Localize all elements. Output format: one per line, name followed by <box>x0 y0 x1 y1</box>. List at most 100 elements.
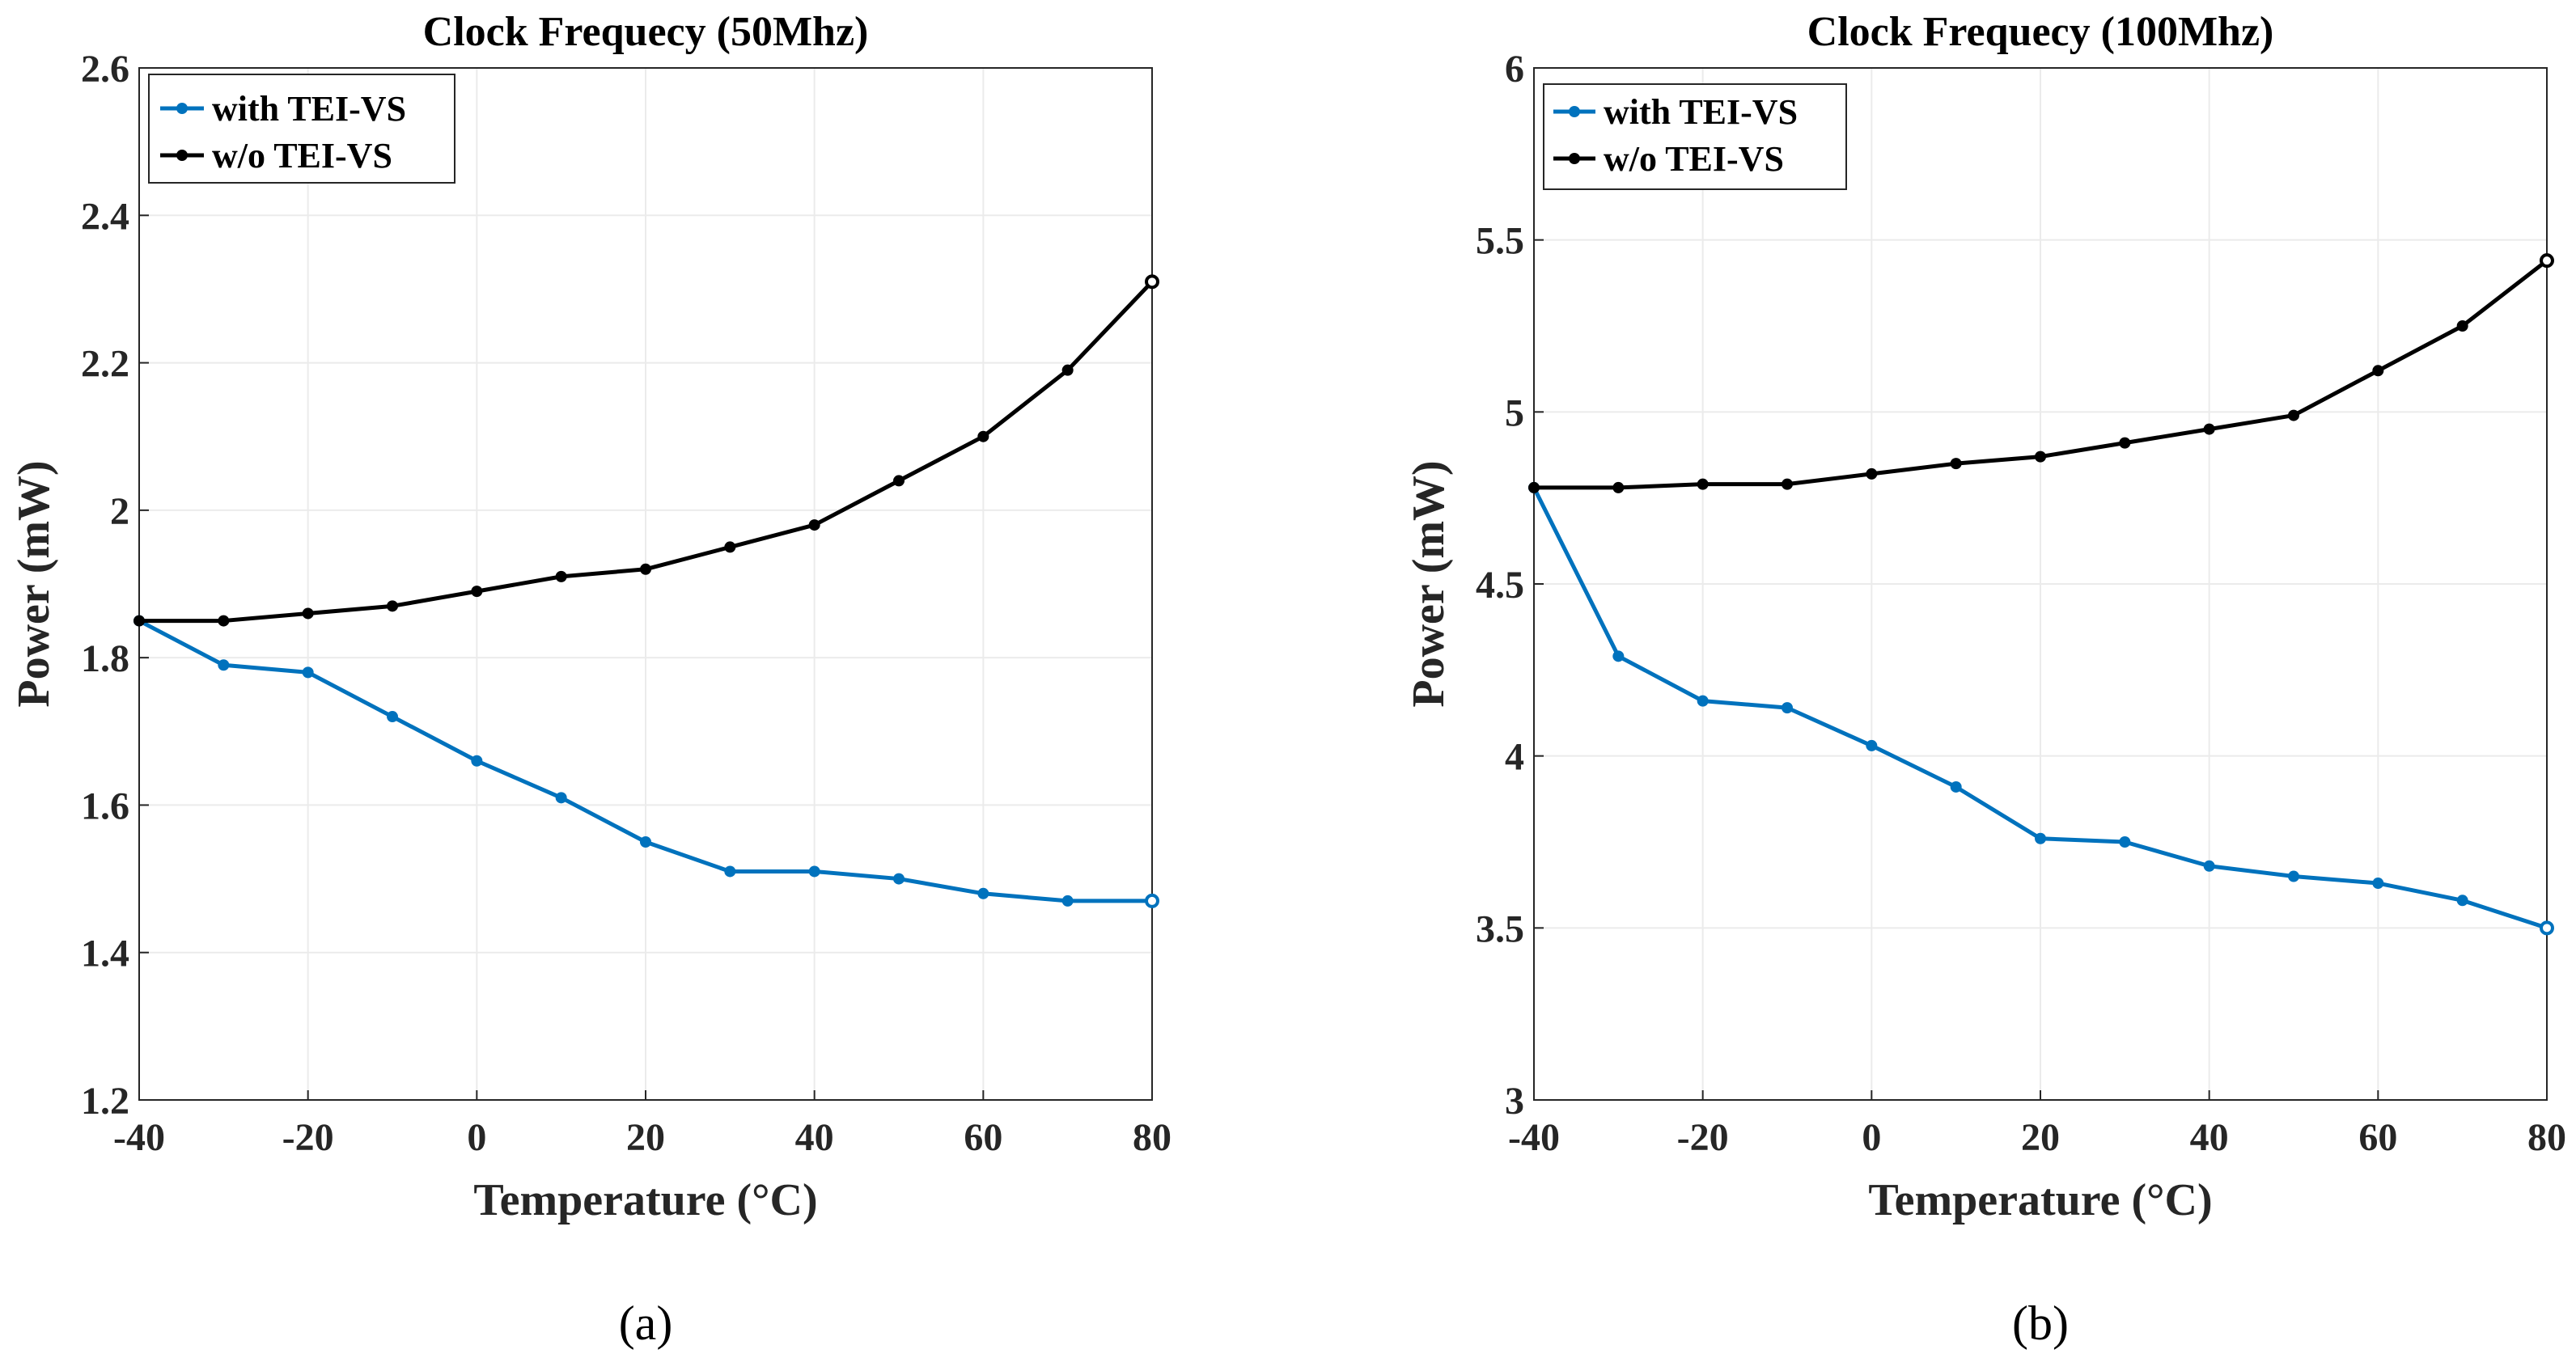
grid-lines <box>138 67 1153 1101</box>
x-tick-label: -20 <box>282 1116 334 1159</box>
data-point-with-tei-vs <box>218 659 230 671</box>
legend-label-with-tei-vs: with TEI-VS <box>212 89 406 129</box>
tick-labels: -40 -20 0 20 40 60 80 3 3.5 4 4.5 5 5.5 6 <box>1476 48 2566 1159</box>
data-point-w-o-tei-vs <box>2288 409 2299 421</box>
data-point-w-o-tei-vs <box>1782 478 1793 490</box>
x-tick-label: 80 <box>1133 1116 1171 1159</box>
data-point-w-o-tei-vs <box>1950 458 1962 470</box>
tick-labels: -40 -20 0 20 40 60 80 1.2 1.4 1.6 1.8 2 2.2 2.4 2.6 <box>81 48 1171 1159</box>
x-tick-label: 60 <box>964 1116 1002 1159</box>
y-tick-label: 1.6 <box>81 785 129 827</box>
legend-box <box>1543 83 1847 190</box>
data-point-w-o-tei-vs <box>2540 253 2554 269</box>
figure-caption-b: (b) <box>2012 1296 2069 1350</box>
y-axis-label: Power (mW) <box>1404 460 1454 707</box>
data-point-w-o-tei-vs <box>977 430 989 442</box>
data-point-with-tei-vs <box>724 865 736 878</box>
data-point-w-o-tei-vs <box>2203 423 2215 435</box>
grid-lines <box>1533 67 2548 1101</box>
data-point-with-tei-vs <box>2035 832 2046 844</box>
data-point-with-tei-vs <box>2119 836 2131 848</box>
data-point-w-o-tei-vs <box>1612 481 1625 493</box>
data-point-w-o-tei-vs <box>1866 467 1878 480</box>
data-point-w-o-tei-vs <box>1528 481 1540 493</box>
x-tick-label: 0 <box>1862 1116 1881 1159</box>
data-point-with-tei-vs <box>1866 739 1878 751</box>
legend-label-wo-tei-vs: w/o TEI-VS <box>1604 139 1784 179</box>
data-point-w-o-tei-vs <box>1145 274 1159 290</box>
data-point-with-tei-vs <box>1697 695 1709 707</box>
data-point-with-tei-vs <box>808 865 820 878</box>
data-point-w-o-tei-vs <box>133 615 145 627</box>
data-point-with-tei-vs <box>893 873 905 885</box>
data-point-w-o-tei-vs <box>893 475 905 487</box>
y-tick-label: 1.2 <box>81 1080 129 1123</box>
data-point-w-o-tei-vs <box>1061 364 1074 376</box>
x-tick-label: 20 <box>2021 1116 2060 1159</box>
y-axis-label: Power (mW) <box>9 460 59 707</box>
chart-title: Clock Frequecy (50Mhz) <box>423 9 869 55</box>
data-point-w-o-tei-vs <box>724 541 736 553</box>
legend-marker-with-tei-vs <box>1569 106 1580 117</box>
data-point-w-o-tei-vs <box>555 570 567 582</box>
data-point-with-tei-vs <box>977 887 989 899</box>
data-point-w-o-tei-vs <box>808 519 820 531</box>
x-axis-label: Temperature (°C) <box>1868 1175 2212 1225</box>
data-point-with-tei-vs <box>1612 650 1625 662</box>
data-point-w-o-tei-vs <box>2035 450 2046 463</box>
data-point-with-tei-vs <box>1950 780 1962 793</box>
data-point-w-o-tei-vs <box>302 607 314 620</box>
data-point-w-o-tei-vs <box>471 586 483 598</box>
data-point-with-tei-vs <box>2288 870 2299 882</box>
x-tick-label: 80 <box>2527 1116 2566 1159</box>
y-tick-label: 1.4 <box>81 933 129 975</box>
data-point-w-o-tei-vs <box>218 615 230 627</box>
x-tick-label: 20 <box>626 1116 665 1159</box>
legend: with TEI-VS w/o TEI-VS <box>148 74 455 184</box>
legend-marker-wo-tei-vs <box>176 150 188 161</box>
y-tick-label: 3.5 <box>1476 907 1524 950</box>
data-point-with-tei-vs <box>555 792 567 804</box>
data-point-with-tei-vs <box>2540 920 2554 936</box>
x-tick-label: 60 <box>2358 1116 2397 1159</box>
x-tick-label: -40 <box>113 1116 165 1159</box>
y-tick-label: 3 <box>1505 1080 1524 1123</box>
legend-label-wo-tei-vs: w/o TEI-VS <box>212 136 392 176</box>
data-point-w-o-tei-vs <box>1697 478 1709 490</box>
y-tick-label: 5 <box>1505 391 1524 434</box>
y-tick-label: 5.5 <box>1476 220 1524 263</box>
data-point-with-tei-vs <box>2203 860 2215 872</box>
data-point-w-o-tei-vs <box>2456 320 2468 332</box>
x-axis-label: Temperature (°C) <box>473 1175 817 1225</box>
legend-marker-with-tei-vs <box>176 103 188 114</box>
data-point-with-tei-vs <box>2372 878 2384 890</box>
figure-caption-a: (a) <box>619 1296 673 1350</box>
legend-marker-wo-tei-vs <box>1569 153 1580 164</box>
y-tick-label: 1.8 <box>81 637 129 680</box>
y-tick-label: 2.4 <box>81 195 129 238</box>
x-tick-label: 40 <box>2190 1116 2229 1159</box>
data-point-with-tei-vs <box>471 755 483 767</box>
data-point-with-tei-vs <box>1782 702 1793 714</box>
y-tick-label: 4 <box>1505 736 1524 779</box>
legend: with TEI-VS w/o TEI-VS <box>1543 83 1847 190</box>
data-point-with-tei-vs <box>387 711 398 723</box>
series-layer <box>133 274 1159 908</box>
y-tick-label: 4.5 <box>1476 564 1524 607</box>
chart-panel-b: -40 -20 0 20 40 60 80 3 3.5 4 4.5 5 5.5 6 Clock Frequ… <box>1404 9 2566 1350</box>
legend-label-with-tei-vs: with TEI-VS <box>1604 92 1798 132</box>
chart-panel-a: -40 -20 0 20 40 60 80 1.2 1.4 1.6 1.8 2 2.2 2.4 2.6 Cl… <box>9 9 1171 1350</box>
chart-title: Clock Frequecy (100Mhz) <box>1807 9 2274 55</box>
legend-box <box>148 74 455 184</box>
y-tick-label: 2 <box>110 490 129 533</box>
x-tick-label: 40 <box>795 1116 834 1159</box>
data-point-w-o-tei-vs <box>640 563 651 575</box>
series-layer <box>1528 253 2554 936</box>
data-point-with-tei-vs <box>1145 893 1159 908</box>
x-tick-label: -40 <box>1508 1116 1560 1159</box>
data-point-with-tei-vs <box>1061 895 1074 907</box>
data-point-w-o-tei-vs <box>2372 365 2384 377</box>
x-tick-label: 0 <box>467 1116 486 1159</box>
data-point-with-tei-vs <box>640 836 651 848</box>
